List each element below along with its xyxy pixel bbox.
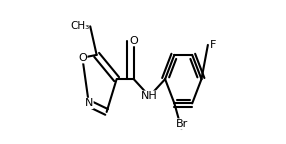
Text: CH₃: CH₃: [70, 21, 90, 31]
Text: NH: NH: [141, 91, 158, 101]
Text: O: O: [129, 36, 138, 46]
Text: Br: Br: [175, 119, 188, 129]
Text: N: N: [85, 98, 93, 108]
Text: O: O: [78, 53, 87, 63]
Text: F: F: [210, 40, 217, 50]
